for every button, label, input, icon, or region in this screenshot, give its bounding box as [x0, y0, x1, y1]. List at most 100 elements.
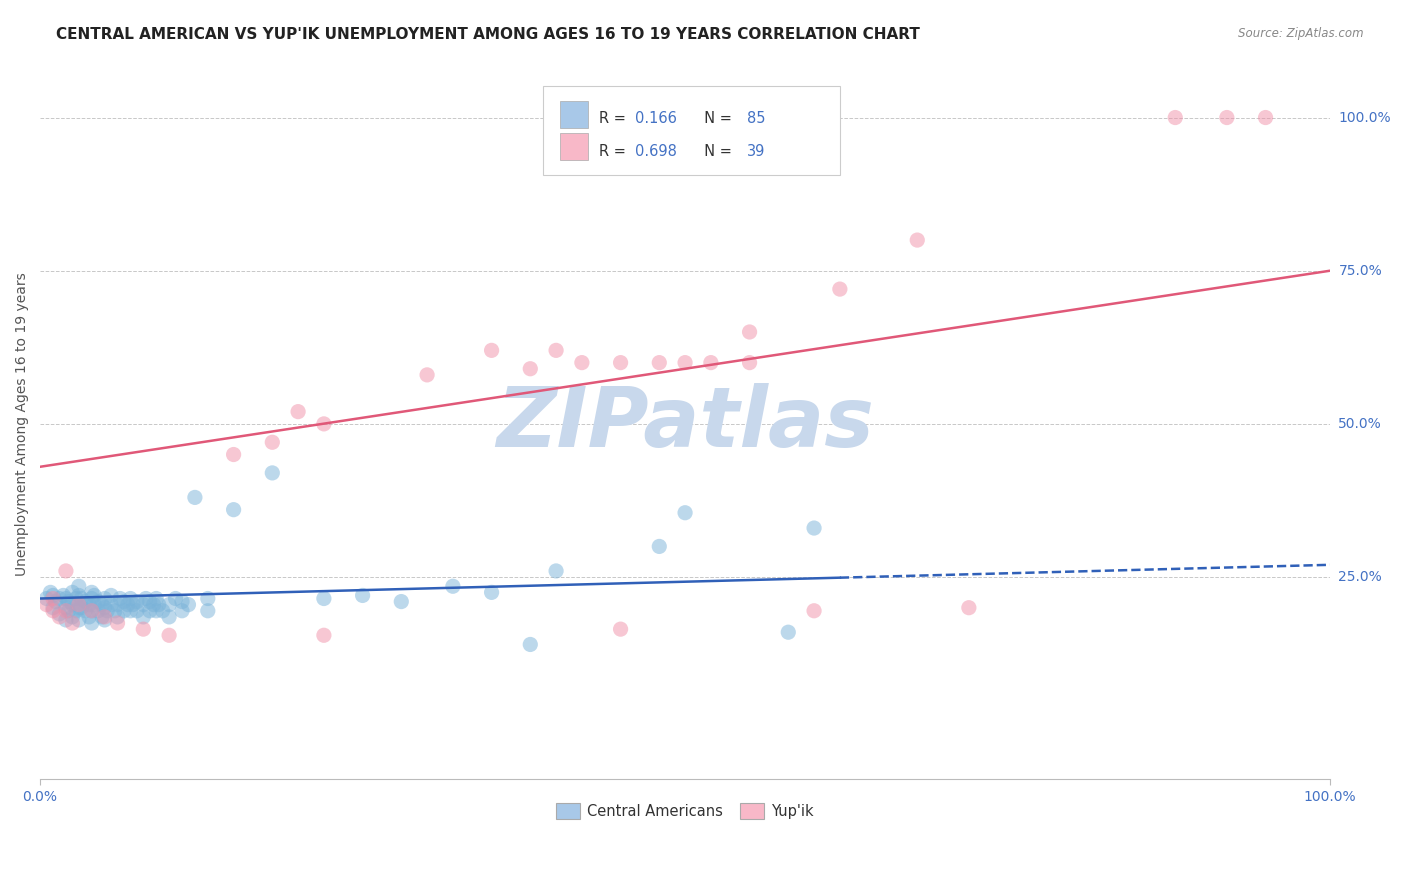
- Point: [80, 604, 103, 618]
- Point: [648, 540, 671, 554]
- Point: [122, 598, 145, 612]
- Point: [83, 598, 105, 612]
- Point: [312, 417, 335, 431]
- Point: [96, 604, 118, 618]
- Point: [42, 604, 65, 618]
- Point: [157, 610, 180, 624]
- Point: [42, 600, 65, 615]
- Text: N =: N =: [696, 111, 737, 126]
- Point: [100, 598, 122, 612]
- Point: [107, 598, 129, 612]
- Text: 25.0%: 25.0%: [1339, 570, 1382, 584]
- Point: [87, 604, 110, 618]
- Point: [55, 591, 77, 606]
- Point: [80, 591, 103, 606]
- Point: [145, 604, 167, 618]
- Point: [571, 356, 593, 370]
- Point: [197, 591, 219, 606]
- Point: [132, 622, 155, 636]
- Point: [184, 491, 207, 505]
- Text: 0.698: 0.698: [634, 145, 676, 159]
- Point: [546, 564, 568, 578]
- Point: [67, 579, 90, 593]
- Point: [738, 356, 761, 370]
- Point: [700, 113, 723, 128]
- Point: [75, 594, 97, 608]
- Y-axis label: Unemployment Among Ages 16 to 19 years: Unemployment Among Ages 16 to 19 years: [15, 272, 30, 575]
- Point: [80, 604, 103, 618]
- Point: [803, 521, 825, 535]
- Point: [107, 615, 129, 630]
- Point: [55, 604, 77, 618]
- Point: [803, 604, 825, 618]
- Point: [157, 598, 180, 612]
- Point: [262, 466, 284, 480]
- Point: [80, 615, 103, 630]
- Point: [222, 448, 245, 462]
- Point: [481, 343, 503, 358]
- Point: [60, 610, 83, 624]
- Point: [673, 506, 696, 520]
- Point: [42, 589, 65, 603]
- Point: [957, 600, 980, 615]
- Point: [262, 435, 284, 450]
- Point: [609, 356, 631, 370]
- Point: [700, 356, 723, 370]
- Legend: Central Americans, Yup'ik: Central Americans, Yup'ik: [551, 797, 820, 825]
- Text: 75.0%: 75.0%: [1339, 264, 1382, 277]
- Point: [148, 598, 170, 612]
- Point: [673, 356, 696, 370]
- Text: CENTRAL AMERICAN VS YUP'IK UNEMPLOYMENT AMONG AGES 16 TO 19 YEARS CORRELATION CH: CENTRAL AMERICAN VS YUP'IK UNEMPLOYMENT …: [56, 27, 920, 42]
- Point: [83, 589, 105, 603]
- Point: [481, 585, 503, 599]
- Point: [1164, 111, 1187, 125]
- Point: [1254, 111, 1277, 125]
- Point: [55, 600, 77, 615]
- Point: [416, 368, 439, 382]
- Text: 39: 39: [747, 145, 765, 159]
- Point: [65, 591, 87, 606]
- FancyBboxPatch shape: [543, 87, 839, 175]
- Point: [352, 589, 374, 603]
- Point: [673, 123, 696, 137]
- Point: [93, 613, 115, 627]
- Point: [75, 604, 97, 618]
- Point: [52, 589, 75, 603]
- Point: [35, 591, 58, 606]
- Point: [197, 604, 219, 618]
- Point: [132, 610, 155, 624]
- Point: [87, 594, 110, 608]
- Point: [778, 625, 800, 640]
- Point: [80, 585, 103, 599]
- Point: [165, 591, 187, 606]
- Point: [120, 604, 142, 618]
- Point: [100, 589, 122, 603]
- Text: R =: R =: [599, 111, 630, 126]
- Point: [125, 594, 148, 608]
- Point: [139, 604, 162, 618]
- Point: [108, 591, 131, 606]
- Point: [177, 598, 200, 612]
- Point: [609, 622, 631, 636]
- Point: [170, 604, 193, 618]
- Point: [125, 604, 148, 618]
- Point: [738, 325, 761, 339]
- Point: [67, 598, 90, 612]
- Point: [312, 628, 335, 642]
- Point: [67, 589, 90, 603]
- Point: [67, 613, 90, 627]
- Point: [45, 594, 67, 608]
- Point: [55, 613, 77, 627]
- Point: [60, 598, 83, 612]
- Point: [132, 598, 155, 612]
- Point: [58, 604, 80, 618]
- Text: 100.0%: 100.0%: [1339, 111, 1391, 125]
- Text: ZIPatlas: ZIPatlas: [496, 384, 875, 465]
- Text: N =: N =: [696, 145, 737, 159]
- Point: [222, 502, 245, 516]
- Point: [152, 604, 174, 618]
- FancyBboxPatch shape: [560, 101, 588, 128]
- Point: [389, 594, 412, 608]
- Point: [1216, 111, 1239, 125]
- Point: [145, 591, 167, 606]
